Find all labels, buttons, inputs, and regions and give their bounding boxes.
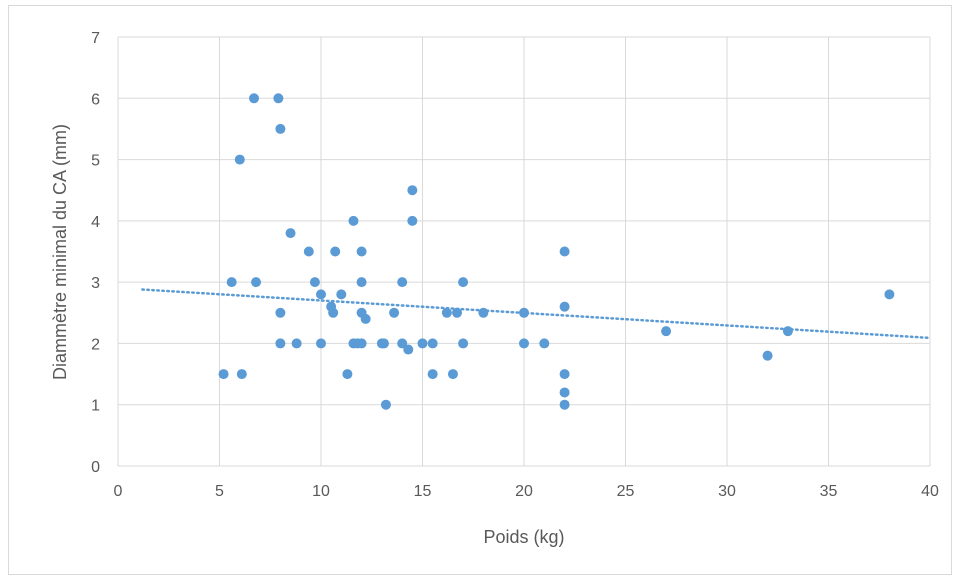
x-axis-tick-labels: 0 5 10 15 20 25 30 35 40 [114, 483, 939, 500]
data-point [316, 289, 326, 300]
data-point [397, 338, 408, 349]
data-point [884, 289, 895, 300]
data-point [458, 338, 469, 349]
data-point [309, 277, 320, 288]
data-point [360, 313, 371, 324]
data-point [249, 93, 260, 104]
data-point [559, 246, 570, 257]
x-axis-label: Poids (kg) [483, 527, 564, 547]
data-point [403, 344, 414, 355]
data-point [762, 350, 773, 361]
x-tick-label: 40 [921, 483, 939, 500]
data-point [226, 277, 237, 288]
x-tick-label: 15 [414, 483, 432, 500]
data-point [397, 277, 408, 288]
x-tick-label: 35 [820, 483, 838, 500]
x-tick-label: 10 [312, 483, 330, 500]
y-tick-label: 4 [91, 214, 100, 231]
x-tick-label: 20 [515, 483, 533, 500]
data-point [427, 338, 438, 349]
data-point [380, 399, 391, 410]
y-tick-label: 1 [91, 398, 100, 415]
y-axis-tick-labels: 0 1 2 3 4 5 6 7 [91, 30, 100, 476]
x-tick-label: 30 [718, 483, 736, 500]
data-point [559, 387, 570, 398]
data-point [356, 246, 367, 257]
data-point [447, 369, 458, 380]
data-point [273, 93, 284, 104]
data-point [519, 307, 529, 318]
data-point [336, 289, 347, 300]
data-point [539, 338, 550, 349]
y-tick-label: 2 [91, 336, 100, 353]
x-tick-label: 5 [215, 483, 224, 500]
data-point [417, 338, 428, 349]
data-point [519, 338, 529, 349]
y-tick-label: 0 [91, 459, 100, 476]
y-axis-label: Diammètre minimal du CA (mm) [50, 124, 70, 380]
data-point [559, 301, 570, 312]
x-tick-label: 25 [617, 483, 635, 500]
data-point [559, 399, 570, 410]
data-point [236, 369, 247, 380]
data-point [275, 338, 286, 349]
data-point [328, 307, 339, 318]
data-point [234, 154, 245, 165]
data-point [452, 307, 463, 318]
data-point [782, 326, 793, 337]
data-point [559, 369, 570, 380]
data-point [251, 277, 262, 288]
data-point [458, 277, 469, 288]
data-point [441, 307, 452, 318]
data-point [407, 185, 418, 196]
data-point [348, 215, 359, 226]
data-point [427, 369, 438, 380]
trendline [141, 288, 932, 340]
data-point [342, 369, 353, 380]
data-point [661, 326, 672, 337]
data-point [478, 307, 489, 318]
data-point [275, 307, 286, 318]
data-points [218, 93, 895, 410]
y-tick-label: 6 [91, 91, 100, 108]
data-point [218, 369, 229, 380]
data-point [356, 338, 367, 349]
data-point [291, 338, 302, 349]
data-point [330, 246, 341, 257]
data-point [275, 123, 286, 134]
chart-frame [8, 5, 952, 575]
data-point [378, 338, 389, 349]
data-point [407, 215, 418, 226]
data-point [285, 228, 296, 239]
data-point [316, 338, 326, 349]
data-point [303, 246, 314, 257]
y-tick-label: 3 [91, 275, 100, 292]
y-tick-label: 5 [91, 153, 100, 170]
data-point [356, 277, 367, 288]
vertical-gridlines [117, 37, 931, 466]
y-tick-label: 7 [91, 30, 100, 47]
data-point [389, 307, 400, 318]
x-tick-label: 0 [114, 483, 123, 500]
